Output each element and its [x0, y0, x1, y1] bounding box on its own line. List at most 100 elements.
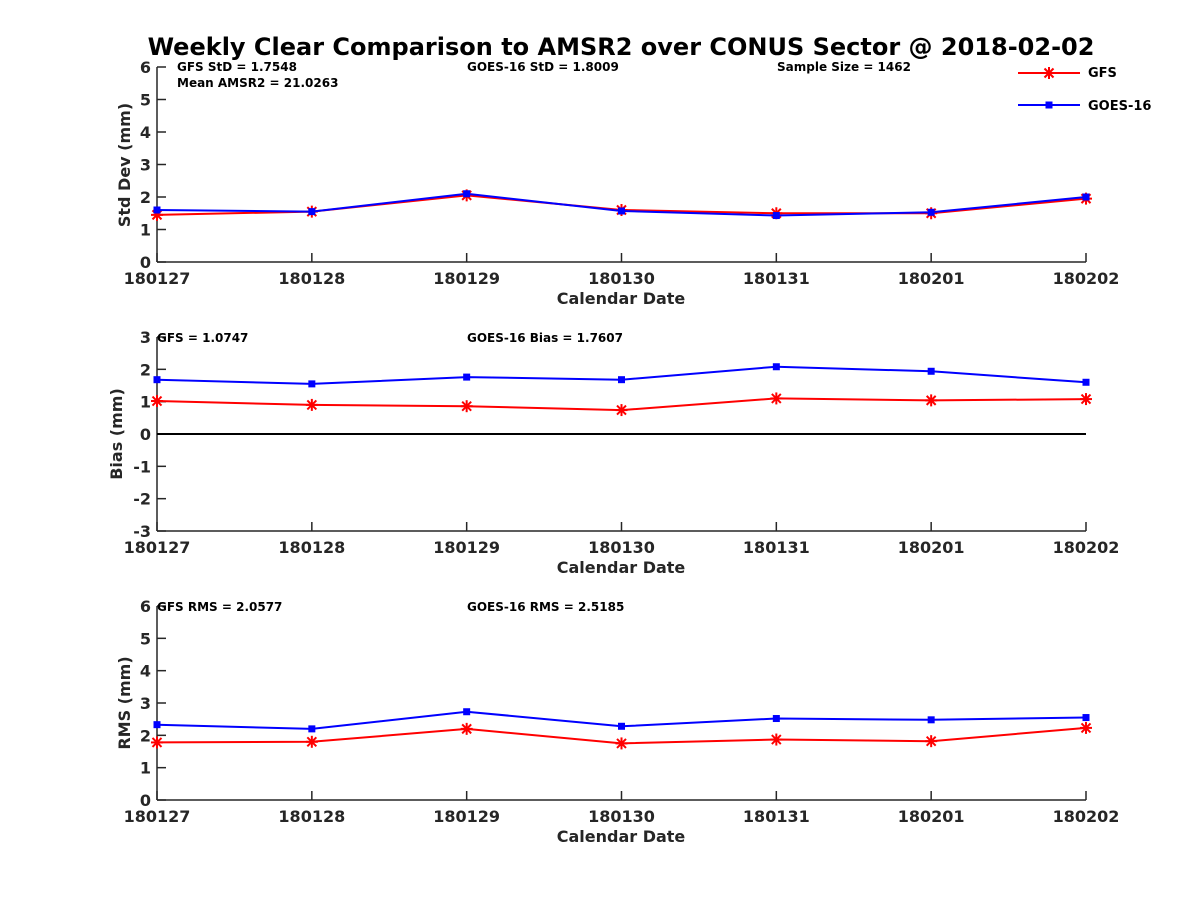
xlabel-std-dev: Calendar Date: [557, 289, 686, 308]
data-point-gfs: [770, 392, 783, 405]
legend: GFS GOES-16: [1010, 58, 1160, 120]
data-point-goes16: [1082, 714, 1090, 722]
data-point-goes16: [308, 380, 316, 388]
annotation-mean-amsr2: Mean AMSR2 = 21.0263: [177, 76, 338, 90]
x-tick-label: 180201: [898, 538, 965, 557]
data-point-goes16: [463, 708, 471, 716]
y-tick-label: 6: [140, 58, 151, 77]
x-tick-label: 180131: [743, 269, 810, 288]
ylabel-std-dev: Std Dev (mm): [115, 103, 134, 227]
data-point-goes16: [772, 212, 780, 220]
data-point-goes16: [618, 376, 625, 384]
y-tick-label: 0: [140, 791, 151, 810]
data-point-goes16: [153, 206, 161, 214]
x-tick-label: 180128: [278, 269, 345, 288]
legend-box: [1010, 58, 1160, 120]
x-tick-label: 180129: [433, 807, 500, 826]
data-point-gfs: [151, 395, 163, 408]
data-point-goes16: [927, 367, 935, 375]
data-point-goes16: [618, 207, 625, 215]
y-tick-label: 0: [140, 425, 151, 444]
data-point-gfs: [770, 733, 783, 746]
data-point-gfs: [460, 400, 473, 413]
data-point-gfs: [305, 398, 318, 411]
panel-rms: 0 1 2 3 4 5 6 180127 180128 180129 180130 180131 180…: [115, 597, 1119, 846]
y-tick-label: 3: [140, 156, 151, 175]
y-tick-label: 5: [140, 91, 151, 110]
data-point-gfs: [1080, 721, 1092, 734]
data-point-goes16: [1082, 193, 1090, 201]
data-point-goes16: [153, 721, 161, 729]
data-point-gfs: [615, 404, 628, 417]
y-tick-label: 3: [140, 328, 151, 347]
xlabel-rms: Calendar Date: [557, 827, 686, 846]
panel-std-dev: 0 1 2 3 4 5 6 180127 180128 180129 180130 180131 180…: [115, 58, 1119, 308]
x-tick-label: 180130: [588, 807, 655, 826]
annotation-goes16-rms: GOES-16 RMS = 2.5185: [467, 600, 624, 614]
annotation-goes16-std: GOES-16 StD = 1.8009: [467, 60, 619, 74]
y-tick-label: 5: [140, 629, 151, 648]
legend-label-gfs: GFS: [1088, 66, 1117, 81]
annotation-goes16-bias: GOES-16 Bias = 1.7607: [467, 331, 623, 345]
data-point-goes16: [772, 715, 780, 723]
y-tick-label: 6: [140, 597, 151, 616]
y-tick-label: 0: [140, 253, 151, 272]
x-tick-label: 180127: [124, 269, 191, 288]
annotation-gfs-std: GFS StD = 1.7548: [177, 60, 297, 74]
data-point-goes16: [1082, 378, 1090, 386]
data-point-goes16: [927, 208, 935, 216]
y-tick-label: 4: [140, 662, 151, 681]
data-point-goes16: [308, 208, 316, 216]
annotation-gfs-bias: GFS = 1.0747: [157, 331, 248, 345]
panel-bias: -3 -2 -1 0 1 2 3 180127 180128 180129 180130 180131…: [107, 328, 1119, 577]
chart-title: Weekly Clear Comparison to AMSR2 over CO…: [148, 33, 1095, 61]
data-point-gfs: [615, 737, 628, 750]
panel-bias-marks: -3 -2 -1 0 1 2 3 180127 180128 180129 180130 180131…: [124, 328, 1120, 557]
legend-label-goes16: GOES-16: [1088, 99, 1151, 114]
x-tick-label: 180202: [1053, 269, 1120, 288]
data-point-goes16: [153, 376, 161, 384]
y-tick-label: 2: [140, 726, 151, 745]
y-tick-label: 3: [140, 694, 151, 713]
y-tick-label: 1: [140, 759, 151, 778]
x-tick-label: 180130: [588, 538, 655, 557]
data-point-goes16: [463, 373, 471, 381]
x-tick-label: 180130: [588, 269, 655, 288]
data-point-goes16: [927, 716, 935, 724]
data-point-goes16: [618, 722, 625, 730]
data-point-gfs: [151, 736, 163, 749]
data-point-gfs: [460, 722, 473, 735]
ylabel-bias: Bias (mm): [107, 388, 126, 480]
x-tick-label: 180129: [433, 269, 500, 288]
x-tick-label: 180202: [1053, 807, 1120, 826]
ylabel-rms: RMS (mm): [115, 656, 134, 749]
y-tick-label: 4: [140, 123, 151, 142]
y-tick-label: -3: [133, 522, 151, 541]
x-tick-label: 180128: [278, 538, 345, 557]
x-tick-label: 180201: [898, 807, 965, 826]
y-tick-label: -2: [133, 490, 151, 509]
legend-marker-gfs: [1043, 67, 1055, 79]
y-tick-label: -1: [133, 457, 151, 476]
x-tick-label: 180131: [743, 538, 810, 557]
x-tick-label: 180201: [898, 269, 965, 288]
data-point-gfs: [925, 394, 938, 407]
y-tick-label: 1: [140, 393, 151, 412]
legend-marker-goes16: [1045, 101, 1053, 109]
annotation-gfs-rms: GFS RMS = 2.0577: [157, 600, 282, 614]
y-tick-label: 2: [140, 360, 151, 379]
x-tick-label: 180127: [124, 807, 191, 826]
data-point-goes16: [772, 363, 780, 371]
data-point-gfs: [305, 735, 318, 748]
panel-rms-marks: 0 1 2 3 4 5 6 180127 180128 180129 180130 180131 180…: [124, 597, 1120, 826]
annotation-sample-size: Sample Size = 1462: [777, 60, 911, 74]
y-tick-label: 2: [140, 188, 151, 207]
x-tick-label: 180127: [124, 538, 191, 557]
y-tick-label: 1: [140, 221, 151, 240]
x-tick-label: 180129: [433, 538, 500, 557]
x-tick-label: 180202: [1053, 538, 1120, 557]
data-point-gfs: [925, 735, 938, 748]
panel-std-dev-marks: 0 1 2 3 4 5 6 180127 180128 180129 180130 180131 180…: [124, 58, 1120, 288]
data-point-gfs: [1080, 393, 1092, 406]
